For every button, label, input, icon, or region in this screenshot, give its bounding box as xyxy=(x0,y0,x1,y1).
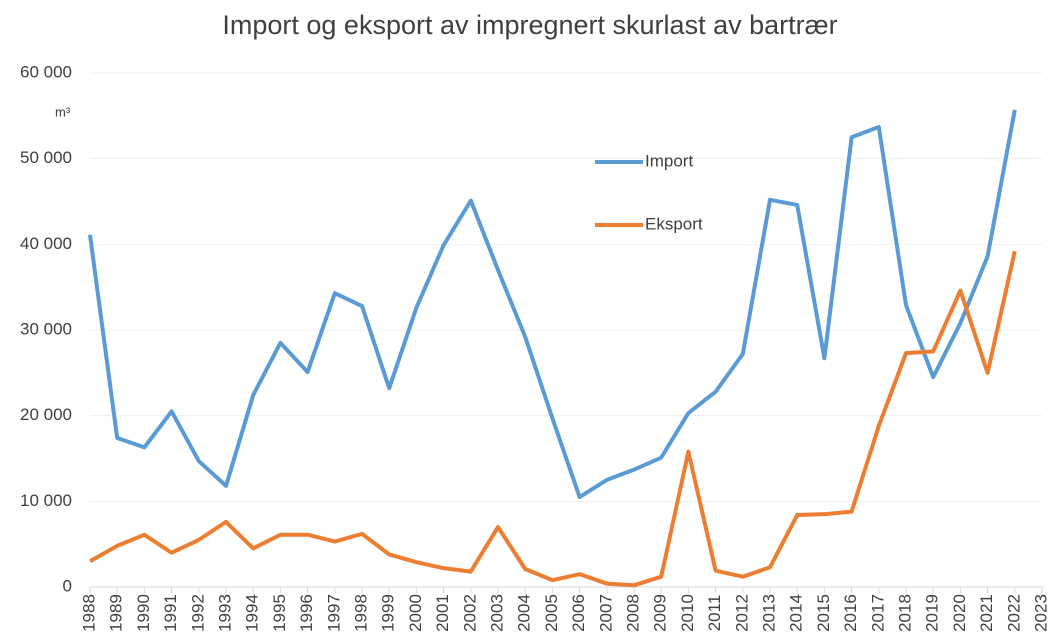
y-unit: m³ xyxy=(55,104,71,119)
x-tick-label: 1993 xyxy=(215,594,234,632)
x-tick-label: 1998 xyxy=(351,594,370,632)
x-tick-label: 2001 xyxy=(433,594,452,632)
y-tick-label: 10 000 xyxy=(20,491,72,510)
x-tick-label: 1995 xyxy=(270,594,289,632)
series-line xyxy=(88,109,1017,500)
x-tick-label: 2023 xyxy=(1031,594,1048,632)
x-tick-label: 2014 xyxy=(787,594,806,632)
x-tick-label: 2002 xyxy=(460,594,479,632)
x-tick-label: 2010 xyxy=(678,594,697,632)
x-tick-label: 2003 xyxy=(487,594,506,632)
x-tick-label: 2015 xyxy=(814,594,833,632)
x-tick-label: 1996 xyxy=(297,594,316,632)
x-tick-label: 2022 xyxy=(1004,594,1023,632)
x-tick-label: 2012 xyxy=(732,594,751,632)
x-tick-label: 2007 xyxy=(596,594,615,632)
x-tick-label: 2021 xyxy=(977,594,996,632)
x-tick-label: 2013 xyxy=(759,594,778,632)
x-tick-label: 1990 xyxy=(134,594,153,632)
x-tick-label: 1994 xyxy=(243,594,262,632)
legend-label: Import xyxy=(645,151,693,170)
x-tick-label: 1999 xyxy=(379,594,398,632)
series-line xyxy=(89,250,1017,588)
x-tick-label: 2018 xyxy=(895,594,914,632)
x-tick-label: 2009 xyxy=(651,594,670,632)
x-tick-label: 2016 xyxy=(841,594,860,632)
x-tick-label: 2000 xyxy=(406,594,425,632)
x-tick-label: 2017 xyxy=(868,594,887,632)
x-tick-label: 2008 xyxy=(623,594,642,632)
x-tick-label: 1997 xyxy=(324,594,343,632)
chart-title: Import og eksport av impregnert skurlast… xyxy=(222,10,837,40)
x-tick-label: 2005 xyxy=(542,594,561,632)
x-tick-label: 1988 xyxy=(79,594,98,632)
y-tick-label: 60 000 xyxy=(20,62,72,81)
x-tick-label: 2020 xyxy=(950,594,969,632)
y-tick-label: 20 000 xyxy=(20,405,72,424)
x-tick-label: 2006 xyxy=(569,594,588,632)
y-tick-label: 0 xyxy=(63,576,72,595)
x-tick-label: 2011 xyxy=(705,595,724,632)
y-tick-label: 50 000 xyxy=(20,148,72,167)
y-tick-label: 30 000 xyxy=(20,319,72,338)
legend-label: Eksport xyxy=(645,214,703,233)
x-tick-label: 2004 xyxy=(515,594,534,632)
x-tick-label: 1991 xyxy=(161,594,180,632)
y-tick-label: 40 000 xyxy=(20,234,72,253)
x-tick-label: 1992 xyxy=(188,594,207,632)
x-tick-label: 2019 xyxy=(923,594,942,632)
x-tick-label: 1989 xyxy=(107,594,126,632)
